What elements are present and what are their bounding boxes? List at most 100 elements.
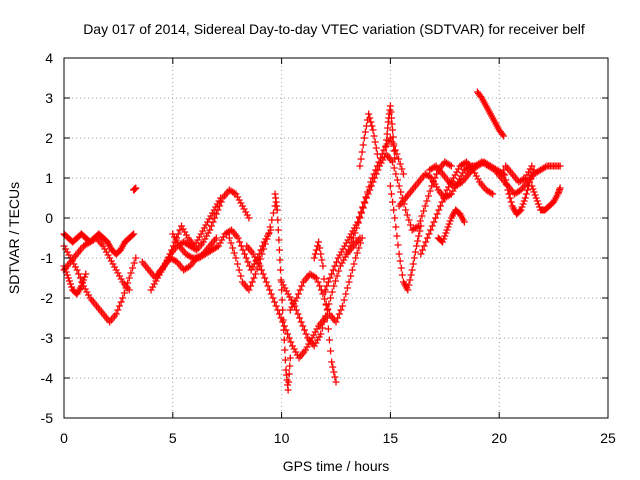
- data-point: [337, 306, 345, 314]
- data-point: [275, 246, 283, 254]
- data-point: [387, 190, 395, 198]
- data-point: [396, 257, 404, 265]
- data-point: [75, 270, 83, 278]
- y-tick-label: -4: [41, 370, 54, 386]
- data-point: [435, 206, 443, 214]
- data-point: [112, 266, 120, 274]
- y-tick-label: 4: [45, 50, 53, 66]
- data-point: [439, 238, 447, 246]
- data-point: [382, 142, 390, 150]
- data-point: [440, 194, 448, 202]
- data-point: [68, 283, 76, 291]
- data-point: [257, 266, 265, 274]
- data-point: [519, 200, 527, 208]
- data-point: [199, 227, 207, 235]
- series-track-h: [154, 186, 253, 278]
- data-point: [84, 291, 92, 299]
- data-point: [504, 186, 512, 194]
- data-point: [199, 238, 207, 246]
- data-point: [275, 236, 283, 244]
- data-point: [356, 239, 364, 247]
- data-point: [333, 272, 341, 280]
- data-point: [284, 386, 292, 394]
- data-point: [244, 258, 252, 266]
- series-track-z: [500, 166, 538, 218]
- data-point: [389, 158, 397, 166]
- data-point: [431, 180, 439, 188]
- data-point: [445, 220, 453, 228]
- data-point: [389, 126, 397, 134]
- series-track-c: [60, 230, 138, 258]
- data-point: [290, 300, 298, 308]
- data-point: [361, 128, 369, 136]
- data-point: [380, 153, 388, 161]
- data-point: [316, 244, 324, 252]
- data-point: [267, 290, 275, 298]
- data-point: [328, 288, 336, 296]
- data-point: [430, 218, 438, 226]
- series-track-v: [417, 158, 497, 258]
- data-point: [432, 214, 440, 222]
- data-point: [446, 191, 454, 199]
- data-point: [384, 124, 392, 132]
- y-tick-label: 1: [45, 170, 53, 186]
- data-point: [397, 188, 405, 196]
- data-point: [358, 234, 366, 242]
- data-point: [278, 296, 286, 304]
- y-tick-label: 2: [45, 130, 53, 146]
- data-point: [286, 362, 294, 370]
- data-point: [383, 136, 391, 144]
- data-point: [505, 190, 513, 198]
- data-point: [319, 262, 327, 270]
- data-point: [269, 294, 277, 302]
- data-point: [358, 209, 366, 217]
- data-point: [65, 277, 73, 285]
- data-point: [250, 274, 258, 282]
- data-point: [433, 210, 441, 218]
- data-point: [312, 339, 320, 347]
- data-point: [212, 234, 220, 242]
- data-point: [125, 274, 133, 282]
- data-point: [407, 221, 415, 229]
- data-point: [533, 197, 541, 205]
- data-point: [219, 233, 227, 241]
- x-tick-label: 25: [600, 430, 616, 446]
- data-point: [119, 294, 127, 302]
- series-track-y: [473, 88, 508, 140]
- data-point: [288, 342, 296, 350]
- data-point: [417, 222, 425, 230]
- data-point: [423, 197, 431, 205]
- data-point: [323, 314, 331, 322]
- data-point: [423, 234, 431, 242]
- data-point: [391, 214, 399, 222]
- data-point: [447, 190, 455, 198]
- data-point: [285, 378, 293, 386]
- data-point: [104, 251, 112, 259]
- data-point: [446, 217, 454, 225]
- data-point: [328, 358, 336, 366]
- data-point: [411, 248, 419, 256]
- data-point: [310, 254, 318, 262]
- data-point: [273, 206, 281, 214]
- data-point: [279, 316, 287, 324]
- data-point: [318, 256, 326, 264]
- data-point: [216, 202, 224, 210]
- data-point: [339, 302, 347, 310]
- data-point: [293, 351, 301, 359]
- data-point: [343, 284, 351, 292]
- series-track-i: [169, 226, 275, 274]
- data-point: [428, 174, 436, 182]
- data-point: [298, 282, 306, 290]
- data-point: [389, 133, 397, 141]
- data-point: [345, 246, 353, 254]
- data-point: [534, 200, 542, 208]
- data-point: [77, 282, 85, 290]
- data-point: [489, 165, 497, 173]
- data-point: [386, 102, 394, 110]
- data-point: [436, 202, 444, 210]
- y-tick-label: 3: [45, 90, 53, 106]
- data-point: [281, 346, 289, 354]
- data-point: [337, 248, 345, 256]
- data-point: [207, 212, 215, 220]
- data-point: [106, 254, 114, 262]
